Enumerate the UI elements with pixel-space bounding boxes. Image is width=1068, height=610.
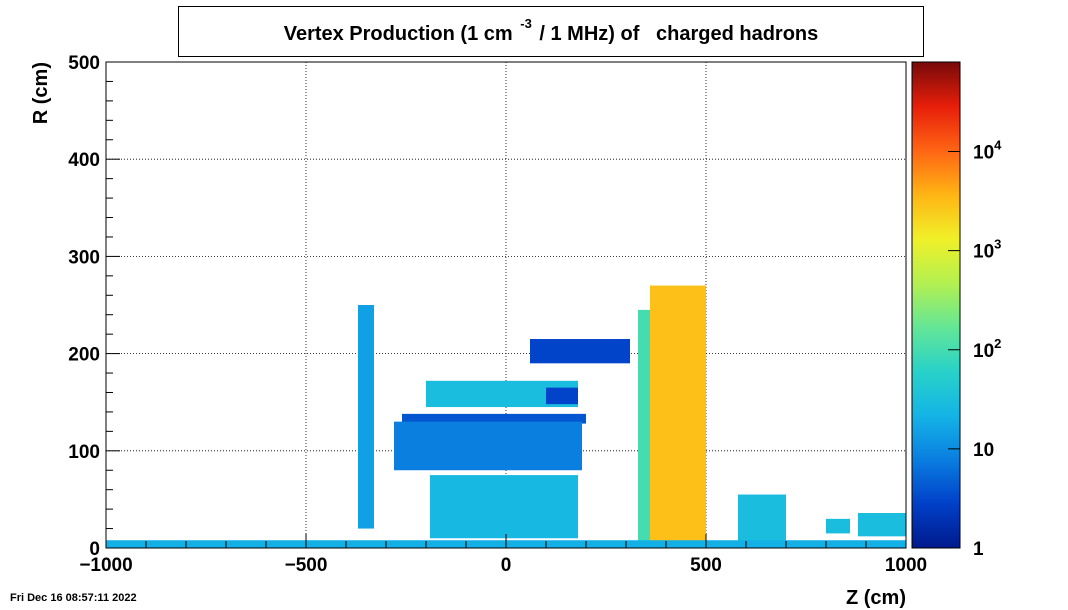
colorbar — [911, 61, 961, 549]
heatmap-cell-horizontal-bar — [402, 413, 586, 424]
chart-title-main: Vertex Production (1 cm — [283, 23, 513, 45]
colorbar-tick-exponent: 4 — [994, 138, 1002, 153]
heatmap-cell-inner-frame — [430, 475, 578, 539]
y-tick-label: 200 — [68, 345, 100, 366]
chart-title: Vertex Production (1 cm -3 / 1 MHz) of c… — [179, 16, 923, 46]
heatmap-cell-wedge-top — [530, 339, 630, 364]
heatmap-cell-vertical-strip-left — [358, 305, 374, 529]
chart-title-rest: / 1 MHz) of charged hadrons — [539, 23, 819, 45]
heatmap-cell-inner-fill-upper — [546, 387, 578, 405]
x-tick-label: 1000 — [885, 555, 927, 576]
colorbar-tick-exponent: 2 — [994, 336, 1001, 351]
heatmap-cell-box-2 — [826, 518, 850, 534]
y-tick-label: 0 — [89, 539, 100, 560]
colorbar-tick-label: 104 — [973, 138, 1002, 164]
y-tick-label: 400 — [68, 150, 100, 171]
x-tick-label: 0 — [501, 555, 512, 576]
chart-title-superscript: -3 — [520, 16, 532, 31]
colorbar-tick-label: 1 — [973, 539, 984, 560]
x-tick-label: 500 — [690, 555, 722, 576]
colorbar-tick-label: 10 — [973, 440, 994, 461]
heatmap-cell-box-3 — [858, 513, 906, 537]
chart-title-box: Vertex Production (1 cm -3 / 1 MHz) of c… — [178, 6, 924, 57]
timestamp: Fri Dec 16 08:57:11 2022 — [10, 592, 137, 604]
y-tick-label: 500 — [68, 53, 100, 74]
x-tick-label: −1000 — [79, 555, 132, 576]
y-tick-label: 300 — [68, 247, 100, 268]
colorbar-tick-label: 102 — [973, 336, 1001, 362]
colorbar-tick-exponent: 3 — [994, 237, 1001, 252]
x-tick-label: −500 — [285, 555, 328, 576]
heatmap-cell-hot-column — [650, 285, 706, 544]
y-tick-label: 100 — [68, 442, 100, 463]
heatmap-cell-dome — [394, 421, 582, 471]
heatmap-cell-box-1 — [738, 494, 786, 544]
colorbar-tick-label: 103 — [973, 237, 1001, 263]
y-axis-title: R (cm) — [30, 62, 52, 124]
heatmap-cell-right-slab-outer — [638, 309, 650, 544]
x-axis-title: Z (cm) — [846, 587, 906, 609]
